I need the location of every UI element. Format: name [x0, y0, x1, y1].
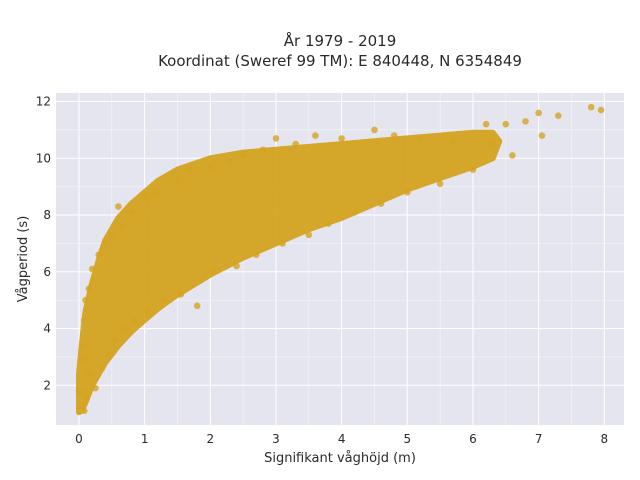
- data-point: [351, 208, 359, 216]
- data-point: [174, 177, 181, 185]
- data-point: [325, 220, 332, 227]
- data-point: [449, 137, 457, 145]
- data-point: [272, 135, 280, 142]
- x-tick-label: 4: [338, 432, 346, 446]
- data-point: [233, 262, 240, 270]
- data-point: [538, 132, 546, 139]
- data-point: [252, 251, 260, 259]
- data-point: [210, 268, 217, 276]
- data-point: [292, 140, 299, 148]
- data-point: [105, 350, 112, 358]
- data-point: [535, 109, 542, 117]
- data-point: [469, 166, 477, 173]
- data-point: [80, 407, 88, 415]
- y-axis-title: Vågperiod (s): [16, 216, 31, 303]
- data-point: [111, 336, 119, 344]
- x-tick-label: 7: [535, 432, 543, 446]
- x-tick-label: 0: [75, 432, 83, 446]
- data-point: [502, 120, 510, 128]
- x-tick-label: 5: [403, 432, 411, 446]
- data-point: [305, 231, 313, 239]
- data-points: [75, 103, 605, 416]
- data-point: [75, 387, 83, 395]
- data-point: [82, 296, 89, 304]
- data-point: [371, 126, 378, 134]
- data-point: [377, 200, 385, 207]
- data-point: [338, 135, 345, 142]
- x-tick-labels: 0 1 2 3 4 5 6 7 8: [75, 432, 608, 446]
- y-tick-label: 4: [43, 322, 51, 336]
- data-point: [482, 120, 490, 128]
- data-point: [88, 265, 96, 273]
- x-tick-label: 3: [272, 432, 280, 446]
- data-point: [417, 135, 424, 142]
- data-point: [78, 342, 86, 349]
- data-point: [78, 356, 86, 364]
- x-tick-label: 2: [206, 432, 214, 446]
- data-point: [177, 291, 185, 298]
- chart-title-line-2: Koordinat (Sweref 99 TM): E 840448, N 63…: [158, 52, 522, 70]
- data-point: [131, 316, 139, 324]
- data-point: [95, 251, 102, 259]
- data-point: [404, 189, 411, 196]
- x-axis-title: Signifikant våghöjd (m): [264, 451, 416, 466]
- y-tick-label: 6: [43, 265, 51, 279]
- data-point: [118, 223, 125, 230]
- data-point: [80, 316, 88, 324]
- data-point: [193, 302, 201, 310]
- data-point: [85, 370, 93, 378]
- x-tick-label: 6: [469, 432, 477, 446]
- y-tick-label: 2: [43, 378, 51, 392]
- data-point: [597, 106, 605, 114]
- data-point: [121, 325, 129, 332]
- chart-title-line-1: År 1979 - 2019: [284, 31, 397, 50]
- data-point: [77, 401, 85, 409]
- data-point: [108, 231, 116, 239]
- data-point: [128, 208, 135, 216]
- data-point-cloud: [76, 129, 503, 416]
- y-tick-labels: 2 4 6 8 10 12: [36, 95, 51, 393]
- data-point: [522, 118, 529, 125]
- data-point: [436, 180, 444, 188]
- data-point: [141, 191, 148, 199]
- data-point: [390, 132, 398, 139]
- y-tick-label: 10: [36, 151, 51, 165]
- x-tick-label: 1: [141, 432, 149, 446]
- data-point: [509, 152, 516, 159]
- data-point: [161, 296, 168, 304]
- data-point: [239, 152, 247, 159]
- y-tick-label: 8: [43, 208, 51, 222]
- y-tick-label: 12: [36, 95, 51, 109]
- data-point: [187, 166, 194, 173]
- data-point: [115, 203, 122, 210]
- data-point: [83, 393, 91, 400]
- data-point: [587, 103, 595, 111]
- data-point: [207, 163, 214, 171]
- data-point: [259, 146, 267, 154]
- data-point: [312, 132, 319, 139]
- data-point: [154, 189, 162, 196]
- data-point: [226, 157, 234, 165]
- data-point: [101, 240, 109, 247]
- x-tick-label: 8: [600, 432, 608, 446]
- data-point: [144, 308, 152, 315]
- data-point: [92, 384, 99, 392]
- data-point: [555, 112, 562, 120]
- data-point: [489, 140, 496, 148]
- data-point: [279, 240, 286, 247]
- data-point: [98, 364, 106, 372]
- data-point: [85, 285, 93, 293]
